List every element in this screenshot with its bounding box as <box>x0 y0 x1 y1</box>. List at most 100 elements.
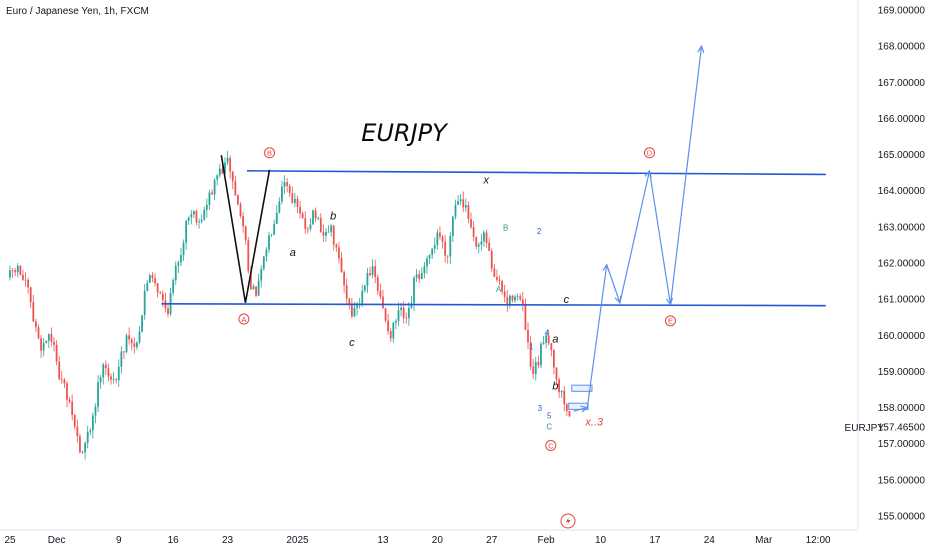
candle-body <box>257 280 260 296</box>
lightning-icon[interactable] <box>560 513 576 529</box>
time-tick-label: 20 <box>432 535 444 546</box>
candle-body <box>268 235 270 250</box>
candle-body <box>63 379 66 384</box>
wave-label: x <box>483 174 490 186</box>
candle-body <box>389 331 392 339</box>
candle-body <box>350 304 353 317</box>
candle-body <box>123 351 125 353</box>
candle-body <box>446 255 449 257</box>
wave-label: a <box>290 247 296 259</box>
projection-arrow-head <box>580 405 589 413</box>
candle-body <box>211 192 213 195</box>
time-tick-label: 25 <box>4 535 16 546</box>
candle-body <box>338 247 340 259</box>
candle-body <box>130 339 133 344</box>
price-tick-label: 167.00000 <box>878 78 926 89</box>
candle-body <box>496 276 498 280</box>
candle-body <box>387 320 390 332</box>
zigzag-layer <box>220 155 271 303</box>
zigzag-abc-line[interactable] <box>220 155 271 303</box>
candle-body <box>68 399 71 402</box>
price-scale-symbol-tag: EURJPY <box>845 423 885 434</box>
time-tick-label: 23 <box>222 535 234 546</box>
candle-body <box>97 382 99 407</box>
price-axis[interactable]: 169.00000 168.00000 167.00000 166.00000 165.… <box>857 0 926 530</box>
candle-body <box>563 390 566 405</box>
candle-body <box>291 193 294 203</box>
price-tick-label: 163.00000 <box>878 222 926 233</box>
lower-level-line[interactable] <box>161 303 826 307</box>
candle-body <box>335 244 338 248</box>
candle-body <box>550 343 553 351</box>
candle-body <box>76 426 79 437</box>
candle-body <box>110 376 112 380</box>
wave-label: 4 <box>545 328 550 337</box>
price-tick-label: 159.00000 <box>878 367 926 378</box>
wave-label: 2 <box>537 227 542 236</box>
candle-body <box>14 270 17 273</box>
candle-body <box>400 307 402 311</box>
candle-body <box>213 179 216 195</box>
candle-body <box>312 210 314 225</box>
candle-body <box>32 302 35 322</box>
candle-body <box>45 340 48 343</box>
candle-body <box>511 295 514 301</box>
candle-body <box>19 265 22 275</box>
candle-body <box>107 368 110 377</box>
candle-body <box>221 168 224 174</box>
candle-body <box>128 335 131 340</box>
candle-body <box>508 295 511 305</box>
candle-body <box>192 211 195 215</box>
candles-layer <box>9 150 571 460</box>
candle-body <box>428 254 431 259</box>
candle-body <box>537 361 540 366</box>
wave-label: c <box>349 337 355 349</box>
candle-body <box>159 292 162 294</box>
candle-body <box>374 266 377 278</box>
candle-body <box>154 278 156 284</box>
time-tick-label: 10 <box>595 535 607 546</box>
wave-label: x..3 <box>584 417 604 429</box>
candle-body <box>369 273 371 275</box>
candle-body <box>66 383 68 400</box>
upper-level-line[interactable] <box>246 170 826 176</box>
candle-body <box>125 335 128 353</box>
candle-body <box>138 331 141 343</box>
price-tick-label: 160.00000 <box>878 331 926 342</box>
candle-body <box>231 171 234 182</box>
zone-box[interactable] <box>571 384 593 392</box>
candle-body <box>185 221 188 243</box>
price-tick-label: 157.46500 <box>878 422 926 433</box>
candle-body <box>415 274 418 278</box>
time-tick-label: Mar <box>755 535 773 546</box>
labels-layer: A B C D Ea b c x a b c x..3 B A C 2 4 1 35 <box>238 147 676 452</box>
candle-body <box>420 273 423 279</box>
wave-label: C <box>546 422 552 431</box>
candle-body <box>281 186 283 202</box>
candle-body <box>527 329 529 343</box>
wave-label: A <box>496 285 502 294</box>
candle-body <box>239 204 242 216</box>
candle-body <box>405 317 408 319</box>
time-tick-label: Feb <box>538 535 556 546</box>
price-tick-label: 164.00000 <box>878 186 926 197</box>
candle-body <box>115 379 118 381</box>
candle-body <box>94 406 97 416</box>
time-tick-label: 27 <box>486 535 498 546</box>
time-tick-label: 12:00 <box>806 535 831 546</box>
candle-body <box>392 322 395 339</box>
candle-body <box>29 287 32 303</box>
candle-body <box>161 293 164 301</box>
candle-body <box>444 241 447 256</box>
candle-body <box>540 343 542 366</box>
candle-body <box>356 305 358 308</box>
projection-arrow-head <box>602 263 610 272</box>
candle-body <box>249 271 252 290</box>
symbol-header: Euro / Japanese Yen, 1h, FXCM <box>6 6 149 17</box>
candle-body <box>384 308 387 321</box>
candle-body <box>402 307 405 318</box>
time-axis[interactable]: 25 Dec 9 16 23 2025 13 20 27 Feb 10 17 24 Mar 12:00 <box>0 529 858 546</box>
candle-body <box>379 290 382 297</box>
wave-label: a <box>552 334 558 346</box>
